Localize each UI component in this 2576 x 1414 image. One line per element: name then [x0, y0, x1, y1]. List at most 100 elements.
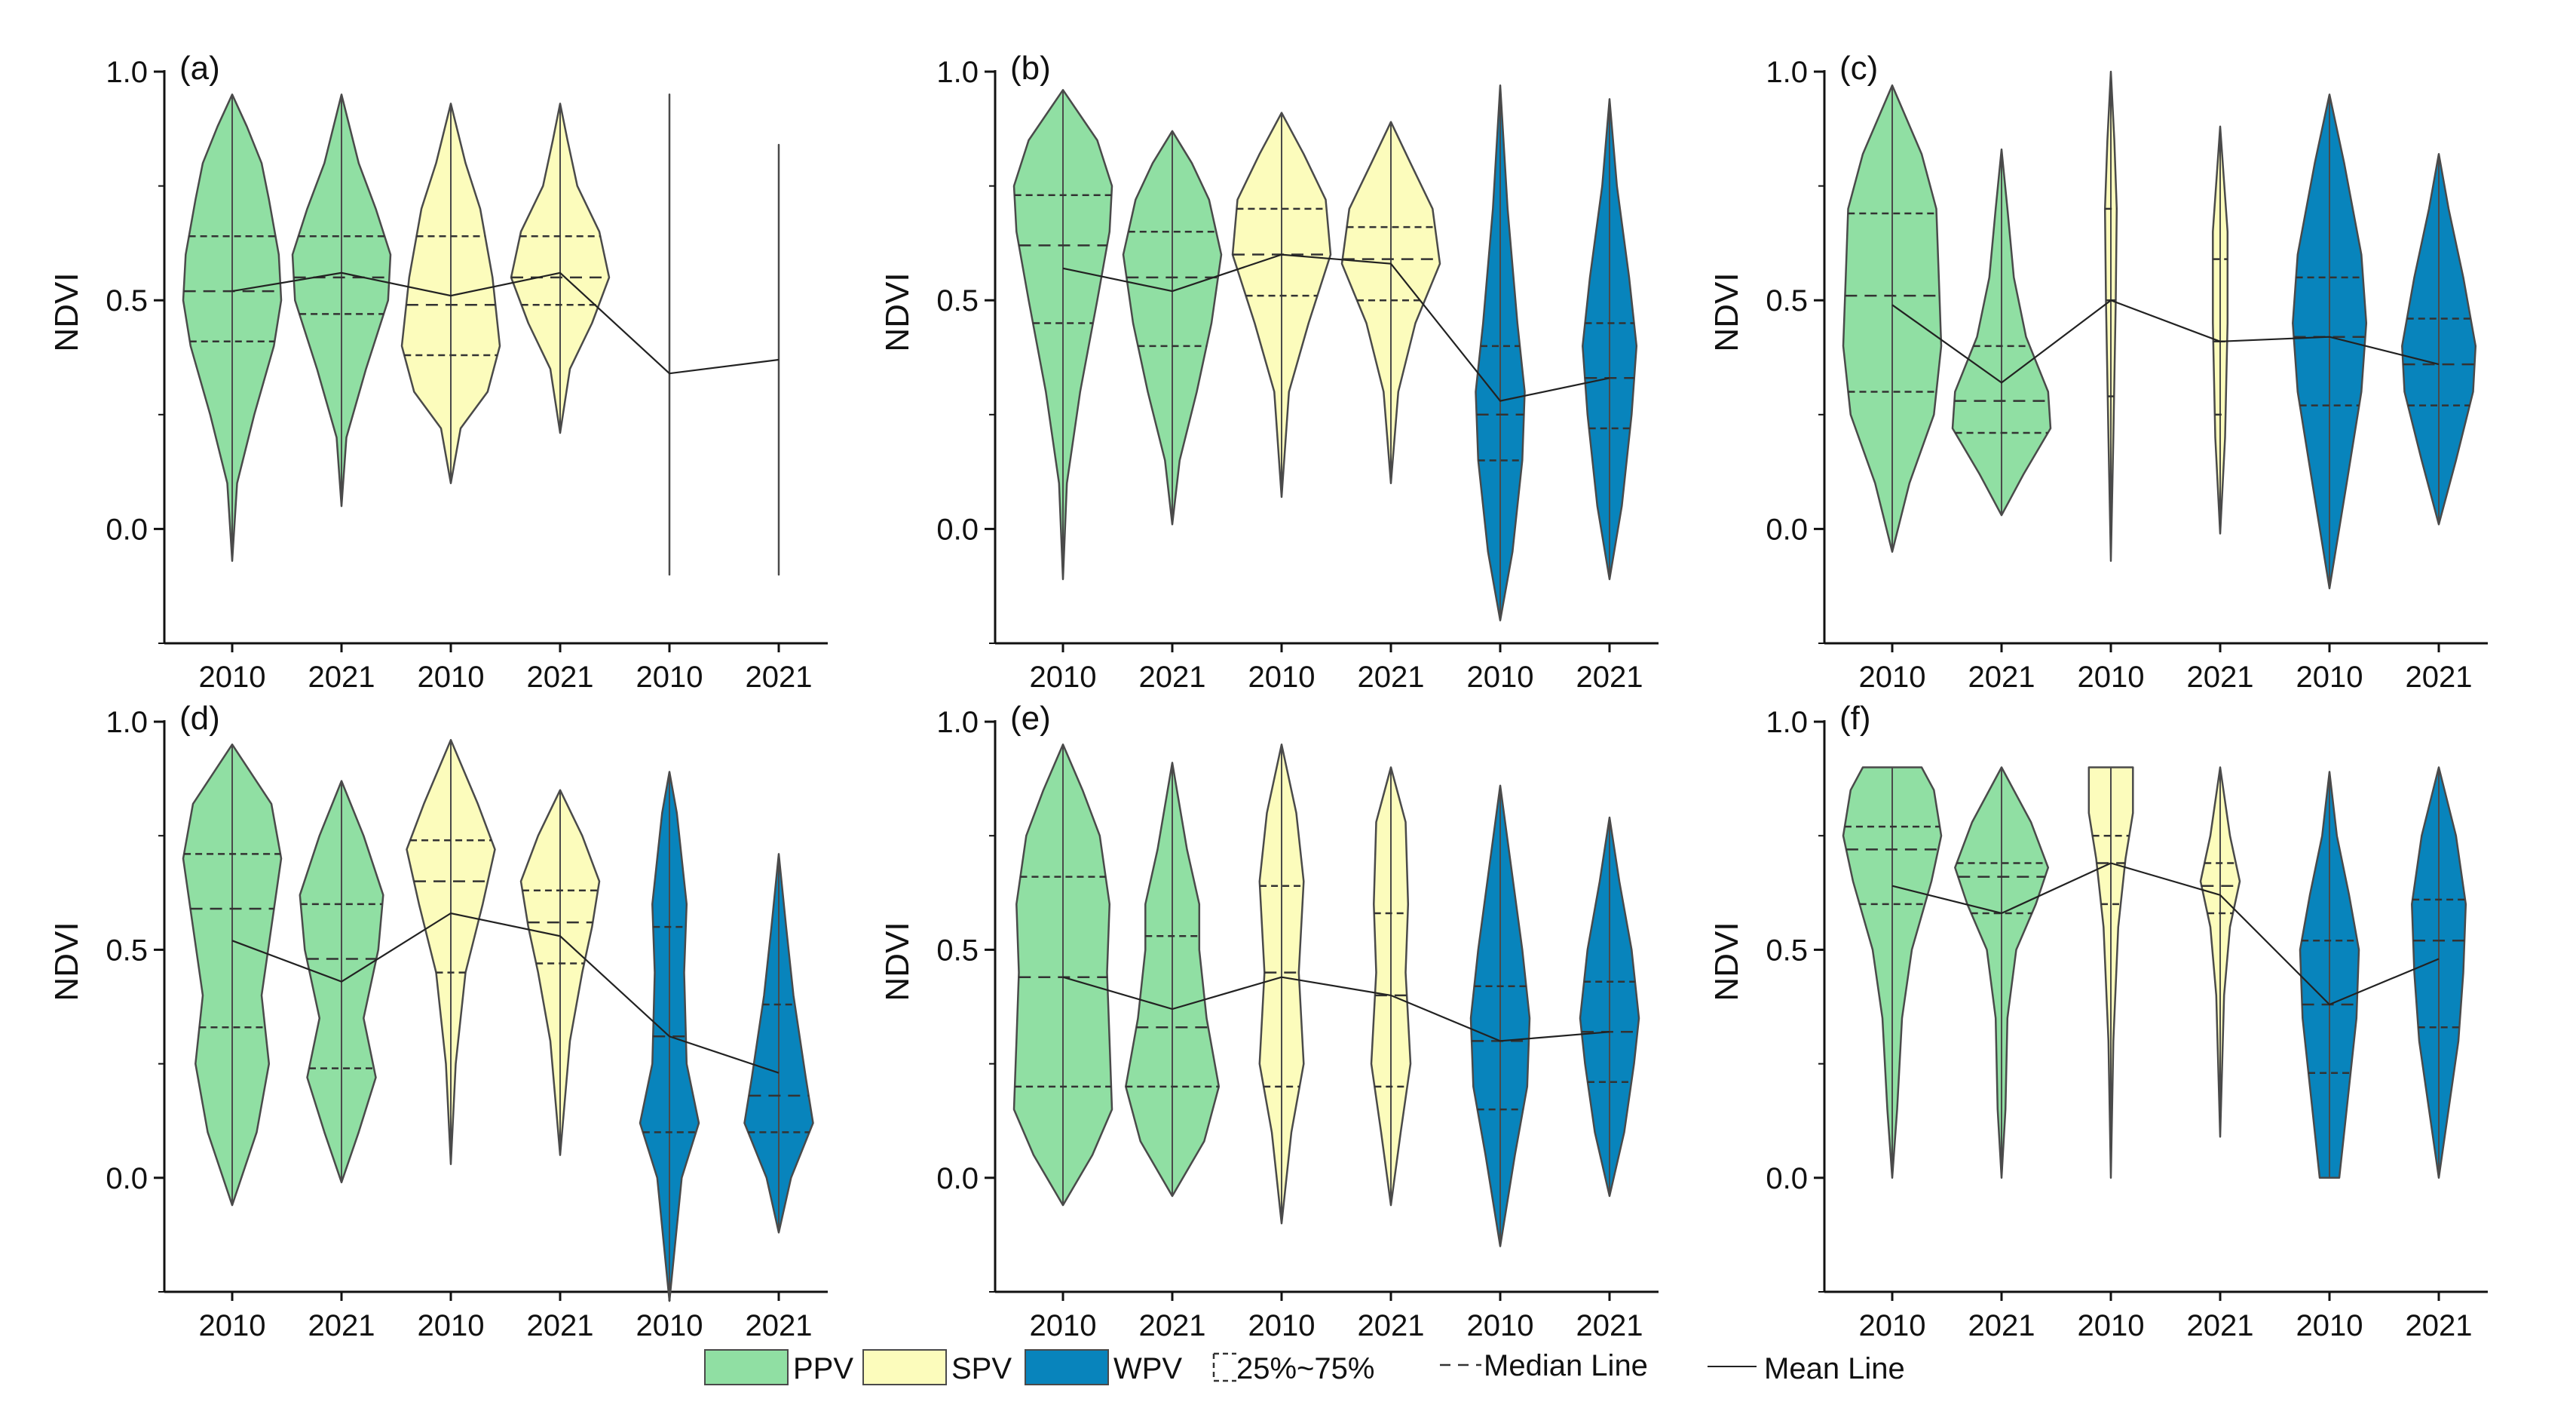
x-tick-label: 2021	[1968, 661, 2035, 694]
mean-line	[1062, 976, 1610, 1042]
legend-iqr-icon	[1212, 1352, 1236, 1382]
violin-wpv-2021	[1579, 816, 1640, 1198]
x-tick-label: 2010	[2078, 661, 2145, 694]
x-tick-label: 2021	[1576, 1309, 1643, 1342]
panel-f: 0.0 0.5 1.0 NDVI (f) 2010 2021 2010 2021 2010 2021	[1708, 700, 2488, 1342]
panel-a: 0.0 0.5 1.0 NDVI (a) 2010 2021 2010 2021 2010 2021	[48, 50, 828, 694]
y-tick-label: 0.5	[106, 284, 148, 317]
violin-spv-2010	[406, 738, 496, 1165]
x-tick-label: 2021	[527, 661, 594, 694]
mean-line	[1062, 253, 1610, 402]
y-tick-label: 0.0	[106, 1162, 148, 1195]
violin-wpv-2021	[1582, 98, 1638, 581]
violin-ppv-2021	[291, 94, 392, 508]
y-tick-label: 0.0	[1766, 1162, 1808, 1195]
x-tick-label: 2021	[2406, 1309, 2473, 1342]
x-tick-label: 2010	[1030, 1309, 1097, 1342]
panel-label: (c)	[1839, 50, 1878, 87]
x-tick-label: 2021	[2187, 1309, 2254, 1342]
violin-spv-2010	[1258, 743, 1305, 1225]
x-tick-label: 2021	[308, 661, 375, 694]
legend-label-median: Median Line	[1484, 1349, 1648, 1382]
y-axis-title: NDVI	[879, 272, 916, 351]
x-tick-label: 2010	[1030, 661, 1097, 694]
x-tick-label: 2010	[1467, 1309, 1534, 1342]
x-tick-label: 2021	[1139, 1309, 1206, 1342]
x-tick-label: 2021	[1139, 661, 1206, 694]
x-tick-label: 2010	[636, 1309, 703, 1342]
legend-swatch-spv	[862, 1349, 947, 1385]
violin-spv-2010	[1231, 112, 1332, 498]
violin-wpv-2021	[2411, 766, 2467, 1179]
panel-label: (e)	[1010, 700, 1051, 737]
y-axis-title: NDVI	[48, 272, 85, 351]
x-tick-label: 2010	[2296, 1309, 2363, 1342]
violin-ppv-2010	[182, 743, 283, 1207]
legend-label-iqr: 25%~75%	[1236, 1352, 1374, 1385]
violin-spv-2021	[519, 789, 601, 1156]
x-tick-label: 2021	[1358, 1309, 1425, 1342]
y-tick-label: 0.0	[936, 1162, 979, 1195]
x-tick-label: 2021	[308, 1309, 375, 1342]
legend-label-spv: SPV	[951, 1352, 1012, 1385]
x-tick-label: 2021	[527, 1309, 594, 1342]
panel-b: 0.0 0.5 1.0 NDVI (b) 2010 2021 2010 2021 2010 2021	[879, 50, 1659, 694]
x-tick-label: 2010	[636, 661, 703, 694]
y-tick-label: 0.5	[936, 284, 979, 317]
legend-swatch-wpv	[1025, 1349, 1109, 1385]
y-tick-label: 1.0	[936, 706, 979, 739]
y-tick-label: 0.0	[106, 513, 148, 546]
panel-e: 0.0 0.5 1.0 NDVI (e) 2010 2021 2010 2021 2010 2021	[879, 700, 1659, 1342]
x-tick-label: 2010	[199, 661, 266, 694]
panels: 0.0 0.5 1.0 NDVI (a) 2010 2021 2010 2021 2010 2021…	[48, 50, 2488, 1342]
y-tick-label: 0.0	[1766, 513, 1808, 546]
y-axis-title: NDVI	[879, 922, 916, 1001]
violin-spv-2021	[510, 103, 611, 434]
legend-label-wpv: WPV	[1113, 1352, 1182, 1385]
violin-spv-2021	[2199, 766, 2241, 1138]
mean-line	[1891, 299, 2440, 384]
violin-spv-2010	[2103, 70, 2118, 563]
violin-spv-2010	[2087, 766, 2134, 1179]
violin-wpv-2010	[2292, 94, 2368, 590]
violin-ppv-2021	[1951, 148, 2052, 517]
x-tick-label: 2010	[199, 1309, 266, 1342]
y-tick-label: 0.0	[936, 513, 979, 546]
panel-label: (f)	[1839, 700, 1871, 737]
violin-ppv-2010	[1842, 766, 1943, 1179]
violin-ppv-2010	[182, 94, 283, 563]
x-tick-label: 2021	[746, 1309, 813, 1342]
violin-ppv-2021	[1122, 130, 1223, 526]
x-tick-label: 2021	[1576, 661, 1643, 694]
y-tick-label: 1.0	[106, 56, 148, 89]
violin-spv-2010	[400, 103, 501, 485]
y-tick-label: 0.5	[1766, 284, 1808, 317]
x-tick-label: 2021	[1968, 1309, 2035, 1342]
y-tick-label: 1.0	[936, 56, 979, 89]
x-tick-label: 2021	[2406, 661, 2473, 694]
legend: PPV SPV WPV 25%~75% Median Line Mean Lin…	[704, 1349, 1905, 1385]
mean-line	[231, 912, 780, 1074]
legend-swatch-ppv	[704, 1349, 789, 1385]
violin-spv-2021	[1370, 766, 1412, 1207]
panel-label: (d)	[179, 700, 220, 737]
violin-spv-2021	[1340, 121, 1441, 485]
y-tick-label: 0.5	[1766, 934, 1808, 967]
mean-line	[1891, 862, 2440, 1006]
panel-d: 0.0 0.5 1.0 NDVI (d) 2010 2021 2010 2021 2010 2021	[48, 700, 828, 1342]
x-tick-label: 2010	[2296, 661, 2363, 694]
y-tick-label: 1.0	[1766, 56, 1808, 89]
violin-ppv-2021	[1954, 766, 2050, 1179]
y-axis-title: NDVI	[1708, 272, 1745, 351]
violin-spv-2021	[2212, 125, 2229, 535]
violin-wpv-2010	[2299, 771, 2360, 1179]
x-tick-label: 2010	[2078, 1309, 2145, 1342]
x-tick-label: 2021	[2187, 661, 2254, 694]
x-tick-label: 2010	[418, 661, 485, 694]
panel-label: (b)	[1010, 50, 1051, 87]
violin-wpv-2010	[1475, 84, 1526, 621]
panel-c: 0.0 0.5 1.0 NDVI (c) 2010 2021 2010 2021 2010 2021	[1708, 50, 2488, 694]
y-tick-label: 0.5	[106, 934, 148, 967]
violin-wpv-2010	[1469, 784, 1531, 1247]
